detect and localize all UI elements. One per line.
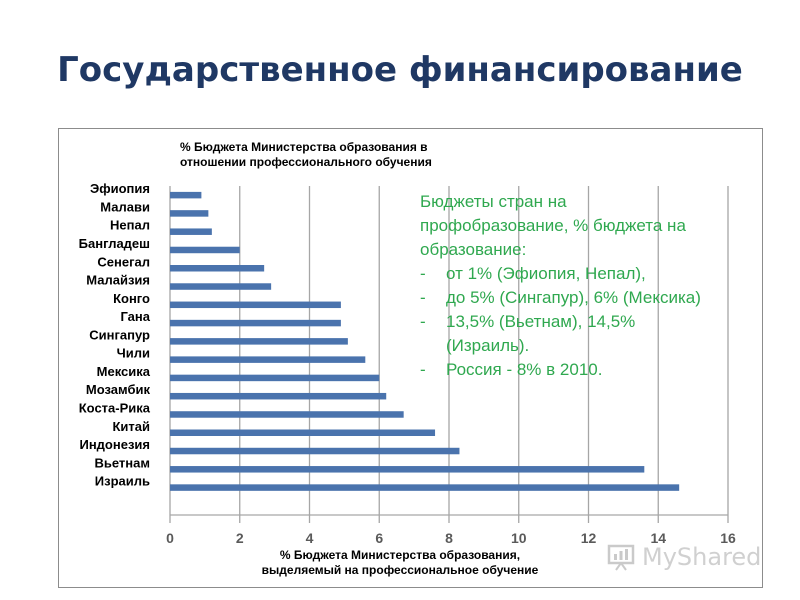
category-label: Китай bbox=[112, 419, 150, 434]
category-label: Малайзия bbox=[86, 273, 150, 288]
note-dash: - bbox=[420, 360, 426, 379]
note-list-item: - от 1% (Эфиопия, Непал), bbox=[420, 262, 765, 286]
page-title: Государственное финансирование bbox=[57, 50, 743, 90]
category-label: Индонезия bbox=[79, 437, 150, 452]
bar bbox=[170, 191, 202, 199]
category-label: Гана bbox=[120, 309, 150, 324]
bar bbox=[170, 374, 380, 382]
x-tick-label: 8 bbox=[445, 530, 453, 546]
category-label: Сингапур bbox=[89, 327, 150, 342]
x-tick-label: 2 bbox=[236, 530, 244, 546]
x-tick-label: 6 bbox=[375, 530, 383, 546]
bar bbox=[170, 319, 341, 327]
category-label: Коста-Рика bbox=[79, 400, 151, 415]
watermark-text: MyShared bbox=[642, 543, 762, 571]
bar bbox=[170, 283, 272, 290]
x-tick-label: 4 bbox=[306, 530, 314, 546]
bar bbox=[170, 338, 348, 345]
x-tick-label: 0 bbox=[166, 530, 174, 546]
note-list-item: - 13,5% (Вьетнам), 14,5% (Израиль). bbox=[420, 310, 765, 358]
note-item-text-line-1: 13,5% (Вьетнам), 14,5% bbox=[446, 312, 636, 331]
watermark: MyShared bbox=[606, 540, 776, 574]
note-dash: - bbox=[420, 264, 426, 283]
note-text-box: Бюджеты стран на профобразование, % бюдж… bbox=[420, 190, 765, 382]
category-label: Израиль bbox=[95, 474, 150, 489]
bar bbox=[170, 356, 366, 363]
note-item-text: от 1% (Эфиопия, Непал), bbox=[446, 264, 646, 283]
category-label: Непал bbox=[110, 218, 150, 233]
chart-frame bbox=[58, 128, 763, 588]
bar bbox=[170, 228, 212, 235]
category-label: Эфиопия bbox=[90, 181, 150, 196]
chart-title-line-2: отношении профессионального обучения bbox=[180, 155, 432, 169]
x-tick-label: 14 bbox=[650, 530, 666, 546]
note-list-item: - Россия - 8% в 2010. bbox=[420, 358, 765, 382]
x-axis-label: % Бюджета Министерства образования, выде… bbox=[230, 548, 570, 578]
bar bbox=[170, 265, 265, 272]
note-list-item: - до 5% (Сингапур), 6% (Мексика) bbox=[420, 286, 765, 310]
note-item-text: 13,5% (Вьетнам), 14,5% (Израиль). bbox=[446, 310, 635, 358]
category-label: Мозамбик bbox=[86, 382, 151, 397]
category-label: Конго bbox=[113, 291, 150, 306]
chart-title-line-1: % Бюджета Министерства образования в bbox=[180, 140, 428, 154]
note-item-text: до 5% (Сингапур), 6% (Мексика) bbox=[446, 288, 701, 307]
category-label: Бангладеш bbox=[79, 236, 150, 251]
note-intro-line-2: профобразование, % бюджета на bbox=[420, 216, 686, 235]
bar bbox=[170, 392, 387, 400]
category-label: Мексика bbox=[97, 364, 151, 379]
note-item-text: Россия - 8% в 2010. bbox=[446, 360, 603, 379]
bar bbox=[170, 429, 436, 436]
bar bbox=[170, 447, 460, 455]
note-intro-line-1: Бюджеты стран на bbox=[420, 192, 567, 211]
bar bbox=[170, 484, 680, 491]
category-label: Малави bbox=[100, 199, 150, 214]
note-dash: - bbox=[420, 288, 426, 307]
presentation-board-icon bbox=[607, 544, 635, 571]
note-item-text-line-2: (Израиль). bbox=[446, 336, 530, 355]
bar bbox=[170, 210, 209, 217]
bar bbox=[170, 411, 404, 418]
chart-title: % Бюджета Министерства образования в отн… bbox=[180, 140, 550, 170]
x-axis-label-line-2: выделяемый на профессиональное обучение bbox=[261, 563, 539, 577]
x-tick-label: 10 bbox=[511, 530, 527, 546]
bar bbox=[170, 246, 240, 254]
category-label: Сенегал bbox=[97, 254, 150, 269]
x-axis-label-line-1: % Бюджета Министерства образования, bbox=[279, 548, 521, 562]
note-intro-line-3: образование: bbox=[420, 240, 527, 259]
category-label: Чили bbox=[117, 346, 150, 361]
bar bbox=[170, 301, 341, 309]
category-label: Вьетнам bbox=[94, 455, 150, 470]
note-dash: - bbox=[420, 312, 426, 331]
bar bbox=[170, 466, 645, 473]
x-tick-label: 12 bbox=[581, 530, 597, 546]
x-tick-label: 16 bbox=[720, 530, 736, 546]
